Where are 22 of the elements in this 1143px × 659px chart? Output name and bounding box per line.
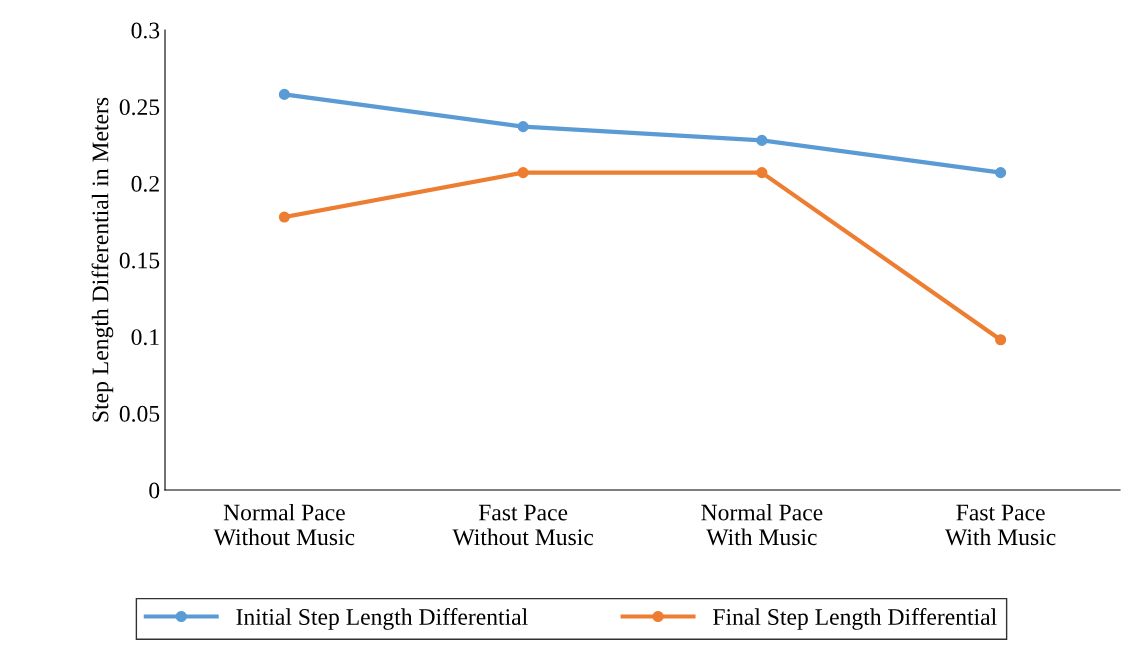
y-tick-label: 0.15	[119, 252, 160, 269]
point	[995, 167, 1007, 179]
point	[278, 211, 290, 223]
y-tick-label: 0	[149, 482, 160, 499]
point	[995, 334, 1007, 346]
y-tick-label: 0.25	[119, 99, 160, 116]
point	[517, 167, 529, 179]
legend-label: Initial Step Length Differential	[236, 608, 528, 630]
x-tick-label: Fast Pace Without Music	[452, 504, 594, 546]
point	[517, 121, 529, 133]
x-tick-label: Normal Pace With Music	[701, 503, 823, 546]
x-tick-label: Normal Pace Without Music	[213, 503, 355, 546]
legend-label: Final Step Length Differential	[713, 608, 997, 630]
x-tick-label: Fast Pace With Music	[945, 504, 1056, 546]
point	[278, 88, 290, 100]
y-tick-label: 0.3	[131, 22, 160, 39]
point	[756, 167, 768, 179]
y-axis-title: Step Length Differential in Meters	[91, 97, 114, 422]
y-tick-label: 0.05	[119, 405, 160, 422]
point	[756, 134, 768, 146]
y-tick-label: 0.2	[131, 175, 159, 192]
y-tick-label: 0.1	[131, 329, 159, 346]
